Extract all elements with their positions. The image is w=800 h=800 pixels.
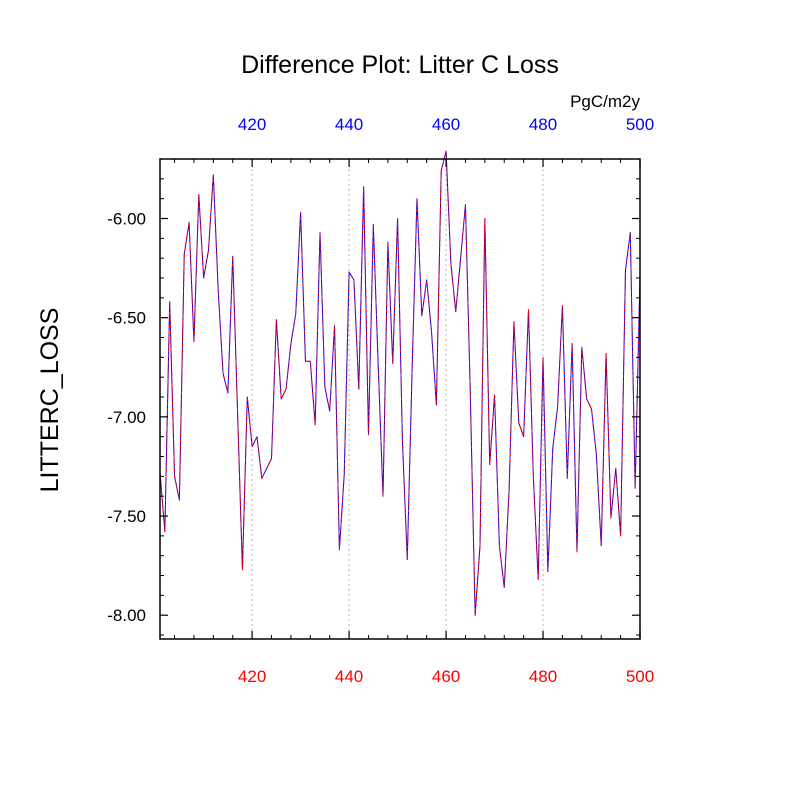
x-tick-label-top: 480 [529, 115, 557, 134]
y-tick-label: -7.50 [107, 507, 146, 526]
grid-layer [251, 159, 544, 639]
chart-title: Difference Plot: Litter C Loss [241, 51, 559, 79]
series-layer [159, 150, 641, 616]
plot-frame [159, 158, 641, 640]
y-tick-label: -7.00 [107, 408, 146, 427]
x-tick-label-bottom: 460 [432, 667, 460, 686]
x-tick-label-top: 500 [626, 115, 654, 134]
x-tick-label-top: 440 [335, 115, 363, 134]
x-tick-label-bottom: 500 [626, 667, 654, 686]
x-tick-label-top: 460 [432, 115, 460, 134]
series-line-series_a [159, 150, 641, 616]
x-tick-label-bottom: 480 [529, 667, 557, 686]
y-tick-label: -6.50 [107, 309, 146, 328]
y-tick-label: -6.00 [107, 210, 146, 229]
tick-label-layer: 420 420 440 440 460 460 480 480 500 500 -8.00 -7.50… [107, 115, 654, 686]
y-tick-label: -8.00 [107, 606, 146, 625]
y-axis-label: LITTERC_LOSS [36, 308, 64, 493]
x-tick-label-bottom: 420 [238, 667, 266, 686]
x-tick-label-bottom: 440 [335, 667, 363, 686]
x-tick-label-top: 420 [238, 115, 266, 134]
units-label: PgC/m2y [570, 92, 640, 111]
